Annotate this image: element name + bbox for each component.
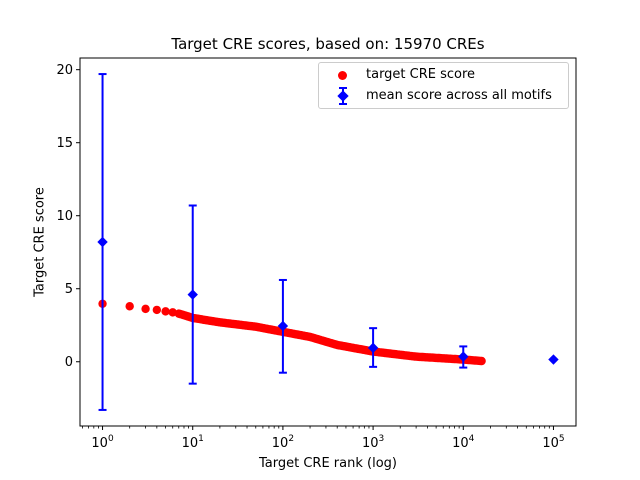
chart-title: Target CRE scores, based on: 15970 CREs [171,35,485,53]
y-axis-ticks: 0 5 10 15 20 [56,63,80,370]
blue-diamond-errorbar-icon [319,86,366,106]
svg-text:102: 102 [272,434,294,451]
svg-text:0: 0 [65,355,73,370]
series-target-cre-score [98,299,486,366]
svg-text:104: 104 [452,434,475,451]
svg-text:20: 20 [56,63,73,78]
svg-text:105: 105 [542,434,564,451]
legend-label: mean score across all motifs [366,87,552,103]
plot-frame [79,57,577,427]
svg-text:5: 5 [65,282,73,297]
legend: target CRE score mean score across all m… [318,62,569,109]
svg-text:100: 100 [91,434,114,451]
svg-text:15: 15 [56,136,73,151]
svg-text:103: 103 [362,434,384,451]
legend-item-mean-score: mean score across all motifs [319,86,568,106]
x-axis-label: Target CRE rank (log) [259,456,397,471]
svg-text:10: 10 [56,209,73,224]
svg-text:101: 101 [182,434,204,451]
legend-item-target-cre-score: target CRE score [319,65,568,85]
y-axis-label: Target CRE score [32,187,48,297]
red-circle-marker-icon [319,65,366,85]
legend-label: target CRE score [366,67,476,83]
x-axis-ticks: 100 101 102 103 104 105 [91,426,565,451]
series-mean-score [97,73,559,411]
